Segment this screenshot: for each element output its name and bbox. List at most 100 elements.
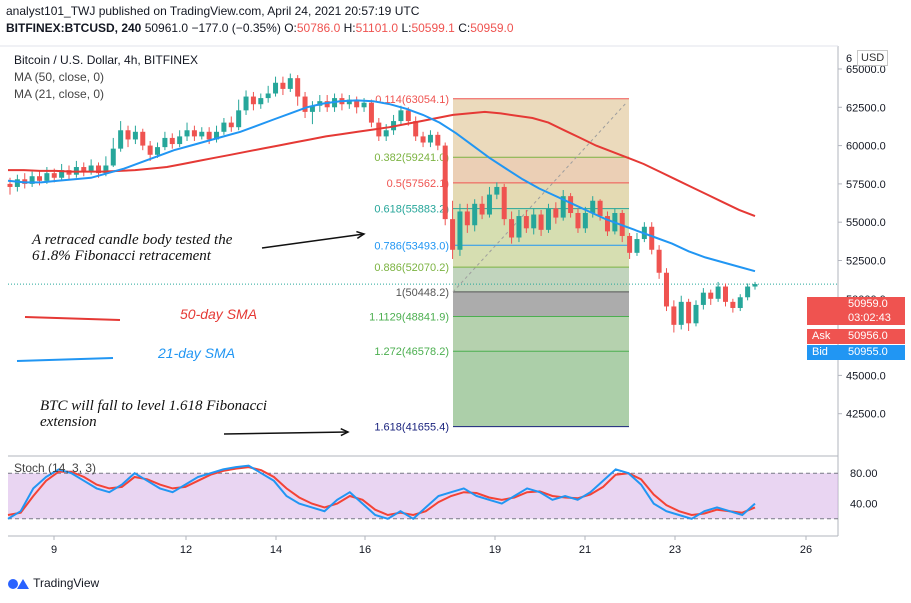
candle-body — [110, 148, 116, 166]
candle-body — [472, 203, 478, 226]
candle-body — [191, 130, 197, 137]
fib-level-label: 0.786(53493.0) — [374, 240, 449, 252]
last-price: 50961.0 — [144, 21, 189, 35]
fib-level-label: 0.382(59241.0) — [374, 152, 449, 164]
time-tick-label: 23 — [669, 544, 681, 556]
candle-body — [597, 200, 603, 217]
candle-body — [346, 99, 352, 105]
candle-body — [531, 214, 537, 229]
ma50-line — [8, 110, 756, 218]
candle-body — [51, 173, 57, 178]
candle-body — [140, 131, 146, 146]
time-tick-label: 21 — [579, 544, 591, 556]
candle-body — [752, 284, 758, 287]
fib-level-label: 0.114(63054.1) — [375, 94, 449, 106]
close-label: C: — [458, 21, 471, 35]
candle-body — [457, 211, 463, 250]
price-tick-label-partial: 6 — [846, 53, 852, 65]
candle-body — [125, 130, 131, 140]
price-change: −177.0 (−0.35%) — [191, 21, 281, 35]
candle-body — [236, 110, 242, 128]
publisher-line: analyst101_TWJ published on TradingView.… — [6, 4, 420, 18]
candle-body — [715, 286, 721, 299]
price-tick-label: 42500.0 — [846, 409, 886, 421]
candle-body — [206, 131, 212, 140]
ma21-legend[interactable]: MA (21, close, 0) — [14, 87, 105, 101]
candle-body — [250, 96, 256, 105]
candle-body — [479, 203, 485, 215]
candle-body — [81, 167, 87, 172]
candle-body — [678, 301, 684, 325]
fib-level-label: 1(50448.2) — [396, 287, 449, 299]
candle-body — [368, 102, 374, 123]
candle-body — [7, 183, 13, 187]
candle-body — [413, 121, 419, 137]
bid-value: 50955.0 — [848, 346, 888, 358]
candle-body — [88, 165, 94, 172]
current-price-tag: 50959.0 03:02:43 — [807, 297, 905, 325]
candle-body — [398, 110, 404, 122]
candle-body — [59, 170, 65, 178]
candle-body — [590, 200, 596, 213]
fib-band — [453, 245, 629, 268]
retrace-arrow-head — [356, 230, 366, 240]
candle-body — [708, 292, 714, 299]
tradingview-brand: TradingView — [33, 576, 100, 590]
stoch-k-line — [7, 464, 756, 521]
fib-level-label: 1.272(46578.2) — [374, 346, 449, 358]
price-tick-label: 52500.0 — [846, 255, 886, 267]
candle-body — [295, 78, 301, 97]
sma50-annotation-line — [24, 316, 121, 321]
candle-body — [634, 239, 640, 253]
candle-body — [663, 272, 669, 307]
candle-body — [523, 216, 529, 229]
fib-level-label: 1.1129(48841.9) — [369, 312, 449, 324]
candle-body — [37, 176, 43, 181]
low-value: 50599.1 — [411, 21, 455, 35]
candle-body — [162, 137, 168, 148]
candle-body — [671, 306, 677, 325]
fib-level-label: 1.618(41655.4) — [374, 422, 449, 434]
candle-body — [494, 186, 500, 195]
candle-body — [147, 145, 153, 155]
candle-body — [309, 105, 315, 112]
candle-body — [745, 286, 751, 298]
candle-body — [516, 216, 522, 238]
stoch-tick-label: 80.00 — [850, 468, 878, 480]
countdown: 03:02:43 — [848, 312, 891, 324]
candle-body — [420, 136, 426, 143]
fall-note-line1: BTC will fall to level 1.618 Fibonacci — [40, 398, 268, 414]
candle-body — [405, 110, 411, 122]
candle-body — [354, 99, 360, 108]
price-tick-label: 57500.0 — [846, 179, 886, 191]
time-tick-label: 26 — [800, 544, 812, 556]
stoch-legend[interactable]: Stoch (14, 3, 3) — [14, 461, 97, 475]
candle-body — [383, 130, 389, 137]
ma21-line — [7, 99, 756, 273]
ma50-legend[interactable]: MA (50, close, 0) — [14, 70, 105, 84]
fall-note-line2: extension — [40, 414, 97, 430]
fall-arrow — [223, 431, 349, 435]
price-tick-label: 45000.0 — [846, 370, 886, 382]
time-tick-label: 19 — [489, 544, 501, 556]
candle-body — [96, 165, 102, 174]
fib-level-label: 0.618(55883.2) — [374, 204, 449, 216]
fib-level-label: 0.886(52070.2) — [374, 262, 449, 274]
candle-body — [118, 130, 124, 149]
candle-body — [604, 216, 610, 232]
ask-value: 50956.0 — [848, 330, 888, 342]
candle-body — [177, 136, 183, 145]
time-tick-label: 9 — [51, 544, 57, 556]
chart-title[interactable]: Bitcoin / U.S. Dollar, 4h, BITFINEX — [14, 53, 199, 67]
candle-body — [214, 131, 220, 140]
time-tick-label: 14 — [270, 544, 282, 556]
bid-label: Bid — [812, 346, 828, 358]
high-value: 51101.0 — [355, 21, 399, 35]
tradingview-logo[interactable]: TradingView — [8, 576, 99, 591]
fib-trend-line — [452, 101, 628, 293]
candle-body — [627, 235, 633, 253]
candle-body — [427, 134, 433, 143]
ask-label: Ask — [812, 330, 831, 342]
currency-button[interactable]: USD — [857, 50, 889, 66]
low-label: L: — [401, 21, 412, 35]
